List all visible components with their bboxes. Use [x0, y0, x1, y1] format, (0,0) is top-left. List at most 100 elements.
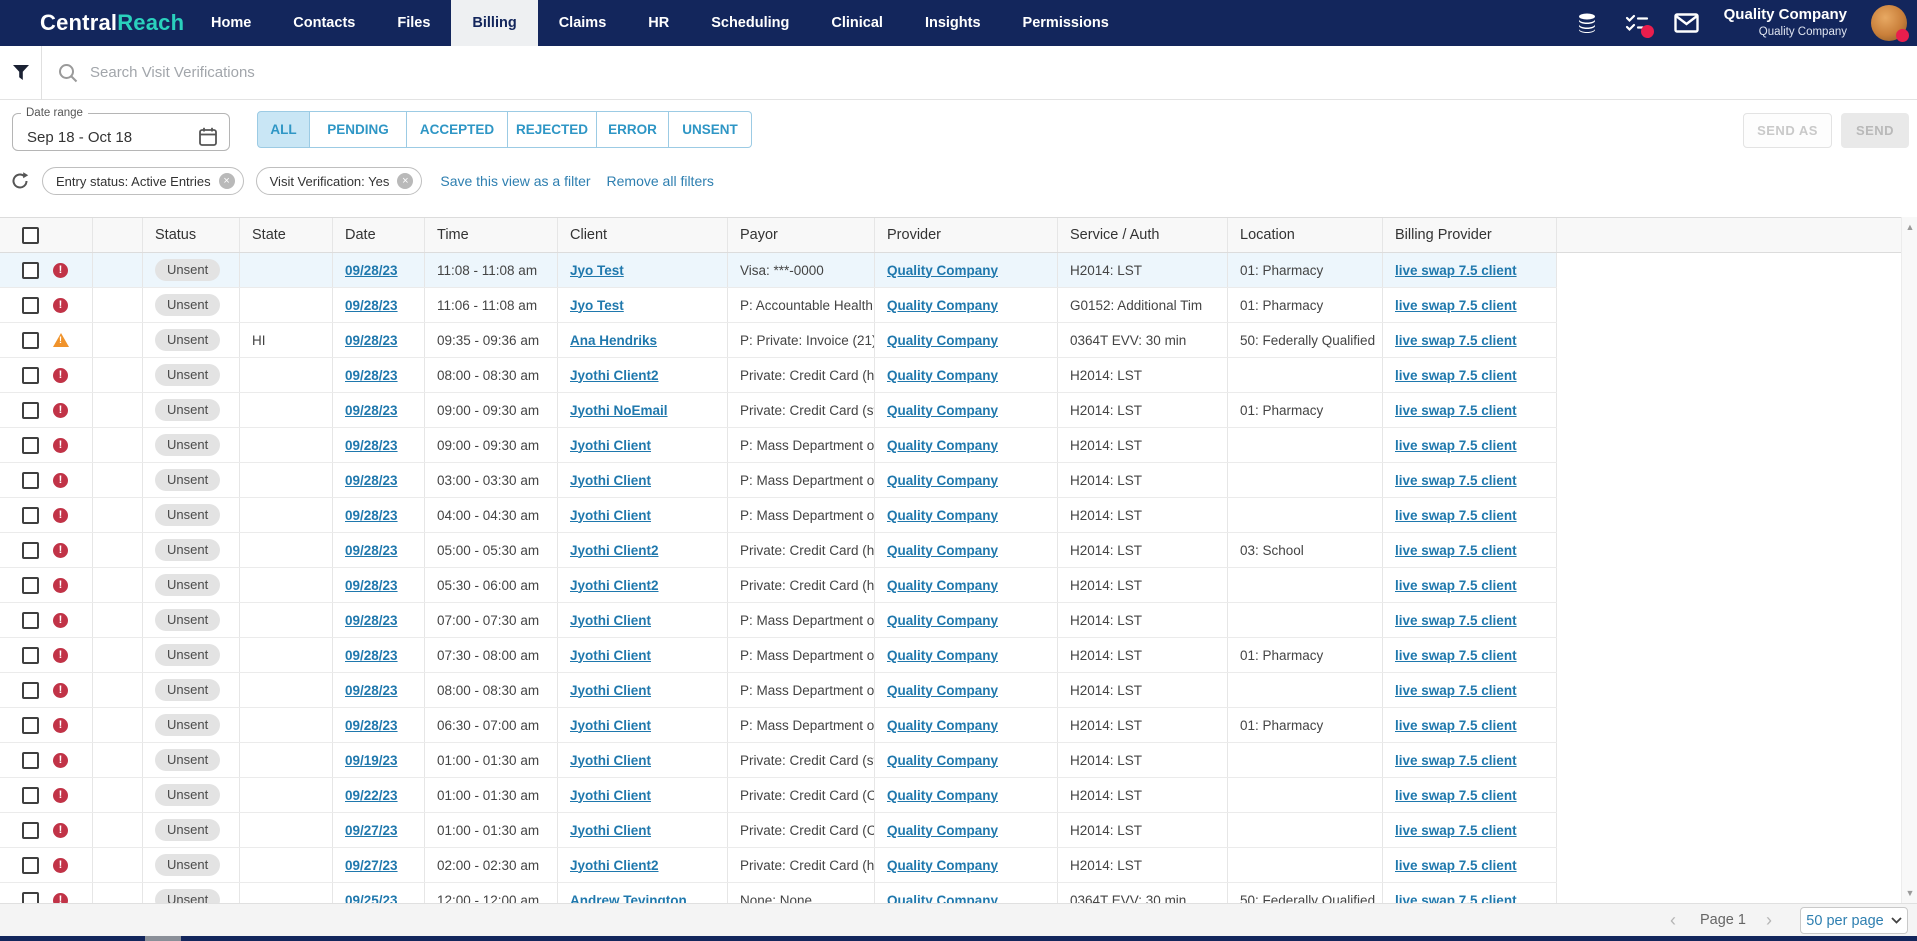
billing-provider-link[interactable]: live swap 7.5 client: [1395, 752, 1517, 768]
billing-provider-link[interactable]: live swap 7.5 client: [1395, 402, 1517, 418]
billing-provider-link[interactable]: live swap 7.5 client: [1395, 892, 1517, 904]
client-link[interactable]: Andrew Tevington: [570, 892, 687, 904]
row-checkbox[interactable]: [22, 366, 39, 384]
refresh-button[interactable]: [10, 171, 30, 191]
row-checkbox[interactable]: [22, 716, 39, 734]
provider-link[interactable]: Quality Company: [887, 717, 999, 733]
row-checkbox[interactable]: [22, 471, 39, 489]
client-link[interactable]: Jyothi Client: [570, 507, 652, 523]
billing-provider-link[interactable]: live swap 7.5 client: [1395, 332, 1517, 348]
client-link[interactable]: Jyothi Client: [570, 752, 652, 768]
client-link[interactable]: Jyothi Client: [570, 787, 652, 803]
row-checkbox[interactable]: [22, 611, 39, 629]
status-filter-accepted[interactable]: ACCEPTED: [407, 111, 508, 148]
date-link[interactable]: 09/28/23: [345, 402, 398, 418]
provider-link[interactable]: Quality Company: [887, 472, 999, 488]
provider-link[interactable]: Quality Company: [887, 542, 999, 558]
provider-link[interactable]: Quality Company: [887, 787, 999, 803]
status-filter-all[interactable]: ALL: [257, 111, 310, 148]
save-view-link[interactable]: Save this view as a filter: [440, 173, 591, 189]
date-link[interactable]: 09/28/23: [345, 577, 398, 593]
client-link[interactable]: Jyo Test: [570, 262, 624, 278]
date-range-field[interactable]: Date range Sep 18 - Oct 18: [12, 107, 230, 151]
per-page-dropdown[interactable]: 50 per page: [1800, 907, 1908, 934]
tasks-icon[interactable]: [1624, 10, 1654, 38]
provider-link[interactable]: Quality Company: [887, 367, 999, 383]
billing-provider-link[interactable]: live swap 7.5 client: [1395, 262, 1517, 278]
provider-link[interactable]: Quality Company: [887, 507, 999, 523]
status-filter-error[interactable]: ERROR: [597, 111, 669, 148]
previous-page-icon[interactable]: ‹: [1670, 910, 1676, 930]
nav-tab-hr[interactable]: HR: [648, 15, 670, 31]
client-link[interactable]: Jyothi Client: [570, 612, 652, 628]
nav-tab-insights[interactable]: Insights: [924, 15, 981, 31]
date-link[interactable]: 09/28/23: [345, 612, 398, 628]
client-link[interactable]: Jyothi Client: [570, 822, 652, 838]
remove-filters-link[interactable]: Remove all filters: [606, 173, 714, 189]
date-link[interactable]: 09/25/23: [345, 892, 398, 904]
nav-tab-contacts[interactable]: Contacts: [293, 15, 356, 31]
row-checkbox[interactable]: [22, 751, 39, 769]
row-checkbox[interactable]: [22, 576, 39, 594]
provider-link[interactable]: Quality Company: [887, 402, 999, 418]
nav-tab-files[interactable]: Files: [397, 15, 431, 31]
row-checkbox[interactable]: [22, 646, 39, 664]
horizontal-scrollbar-thumb[interactable]: [145, 936, 181, 941]
provider-link[interactable]: Quality Company: [887, 752, 999, 768]
date-link[interactable]: 09/28/23: [345, 507, 398, 523]
client-link[interactable]: Ana Hendriks: [570, 332, 658, 348]
client-link[interactable]: Jyothi Client2: [570, 542, 659, 558]
row-checkbox[interactable]: [22, 856, 39, 874]
billing-provider-link[interactable]: live swap 7.5 client: [1395, 472, 1517, 488]
provider-link[interactable]: Quality Company: [887, 892, 999, 904]
row-checkbox[interactable]: [22, 506, 39, 524]
select-all-checkbox[interactable]: [22, 226, 39, 244]
date-link[interactable]: 09/28/23: [345, 542, 398, 558]
row-checkbox[interactable]: [22, 681, 39, 699]
date-link[interactable]: 09/27/23: [345, 857, 398, 873]
client-link[interactable]: Jyothi Client2: [570, 857, 659, 873]
send-button[interactable]: SEND: [1841, 113, 1909, 148]
provider-link[interactable]: Quality Company: [887, 332, 999, 348]
provider-link[interactable]: Quality Company: [887, 682, 999, 698]
provider-link[interactable]: Quality Company: [887, 262, 999, 278]
date-link[interactable]: 09/28/23: [345, 332, 398, 348]
client-link[interactable]: Jyo Test: [570, 297, 624, 313]
billing-provider-link[interactable]: live swap 7.5 client: [1395, 577, 1517, 593]
date-link[interactable]: 09/28/23: [345, 262, 398, 278]
billing-provider-link[interactable]: live swap 7.5 client: [1395, 717, 1517, 733]
nav-tab-claims[interactable]: Claims: [558, 15, 607, 31]
provider-link[interactable]: Quality Company: [887, 857, 999, 873]
client-link[interactable]: Jyothi Client2: [570, 577, 659, 593]
date-link[interactable]: 09/28/23: [345, 472, 398, 488]
billing-provider-link[interactable]: live swap 7.5 client: [1395, 542, 1517, 558]
provider-link[interactable]: Quality Company: [887, 647, 999, 663]
row-checkbox[interactable]: [22, 891, 39, 903]
nav-tab-permissions[interactable]: Permissions: [1022, 15, 1109, 31]
chip-remove-icon[interactable]: ×: [397, 173, 414, 189]
status-filter-unsent[interactable]: UNSENT: [669, 111, 752, 148]
billing-provider-link[interactable]: live swap 7.5 client: [1395, 787, 1517, 803]
messages-icon[interactable]: [1674, 10, 1700, 36]
send-as-button[interactable]: SEND AS: [1743, 113, 1832, 148]
client-link[interactable]: Jyothi Client2: [570, 367, 659, 383]
database-icon[interactable]: [1574, 10, 1600, 36]
date-link[interactable]: 09/28/23: [345, 437, 398, 453]
client-link[interactable]: Jyothi NoEmail: [570, 402, 668, 418]
chip-remove-icon[interactable]: ×: [218, 173, 235, 189]
billing-provider-link[interactable]: live swap 7.5 client: [1395, 612, 1517, 628]
row-checkbox[interactable]: [22, 401, 39, 419]
scroll-down-arrow-icon[interactable]: ▼: [1905, 888, 1915, 898]
client-link[interactable]: Jyothi Client: [570, 682, 652, 698]
user-avatar[interactable]: [1871, 5, 1909, 42]
date-link[interactable]: 09/22/23: [345, 787, 398, 803]
provider-link[interactable]: Quality Company: [887, 297, 999, 313]
provider-link[interactable]: Quality Company: [887, 437, 999, 453]
nav-tab-scheduling[interactable]: Scheduling: [711, 15, 790, 31]
billing-provider-link[interactable]: live swap 7.5 client: [1395, 437, 1517, 453]
date-link[interactable]: 09/28/23: [345, 682, 398, 698]
status-filter-rejected[interactable]: REJECTED: [508, 111, 597, 148]
provider-link[interactable]: Quality Company: [887, 612, 999, 628]
row-checkbox[interactable]: [22, 541, 39, 559]
row-checkbox[interactable]: [22, 436, 39, 454]
